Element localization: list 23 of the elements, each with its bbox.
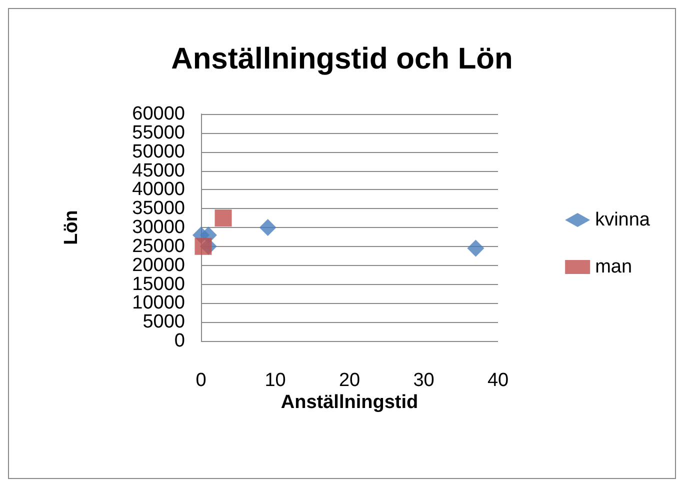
x-tick-label: 40 bbox=[487, 370, 509, 391]
y-tick-label: 5000 bbox=[142, 312, 185, 333]
x-tick-label: 20 bbox=[338, 370, 360, 391]
y-tick-label: 40000 bbox=[132, 179, 185, 200]
y-tick-label: 10000 bbox=[132, 292, 185, 314]
y-tick-label: 55000 bbox=[132, 122, 185, 144]
y-axis-title: Lön bbox=[61, 210, 82, 245]
x-tick-label: 10 bbox=[264, 370, 286, 391]
x-tick-label: 30 bbox=[413, 370, 434, 391]
y-tick-label: 20000 bbox=[132, 254, 185, 276]
y-tick-label: 0 bbox=[174, 330, 185, 352]
y-tick-label: 30000 bbox=[132, 217, 185, 238]
y-tick-label: 25000 bbox=[132, 236, 185, 257]
y-tick-label: 45000 bbox=[132, 160, 185, 182]
y-tick-label: 50000 bbox=[132, 141, 185, 162]
y-tick-label: 60000 bbox=[132, 104, 185, 124]
y-tick-label: 15000 bbox=[132, 274, 185, 295]
chart-title: Anställningstid och Lön bbox=[171, 42, 513, 76]
x-axis-title: Anställningstid bbox=[280, 392, 418, 413]
x-tick-label: 0 bbox=[196, 370, 206, 391]
y-tick-label: 35000 bbox=[132, 198, 185, 220]
legend-label: kvinna bbox=[595, 210, 650, 230]
legend-label: man bbox=[595, 256, 632, 278]
